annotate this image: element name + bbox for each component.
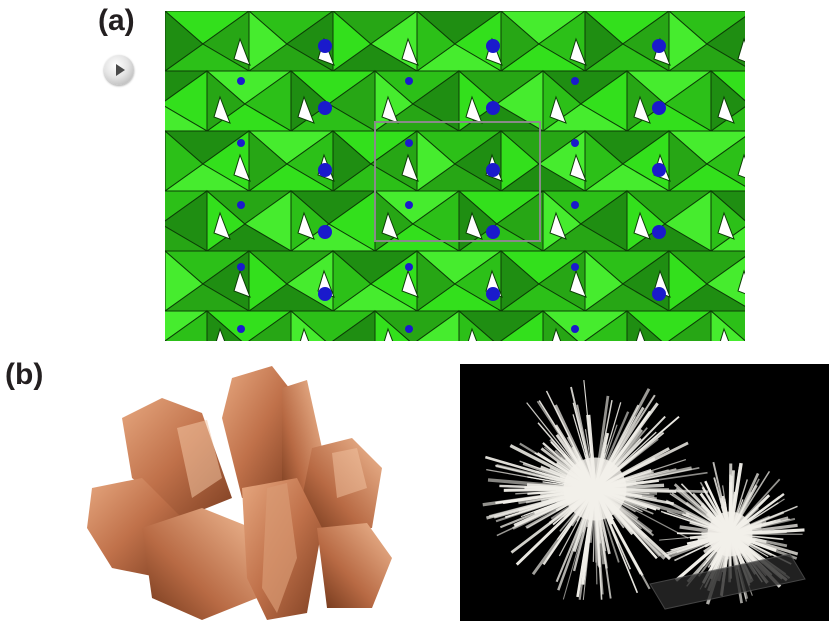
atom-marker (486, 39, 500, 53)
crystal-structure-render (165, 11, 745, 341)
atom-marker (571, 201, 579, 209)
atom-marker (318, 39, 332, 53)
atom-marker (652, 101, 666, 115)
atom-marker (237, 263, 245, 271)
play-button[interactable] (104, 55, 134, 85)
atom-marker (405, 139, 413, 147)
atom-marker (405, 77, 413, 85)
atom-marker (652, 39, 666, 53)
panel-a-label: (a) (98, 4, 135, 38)
atom-marker (237, 201, 245, 209)
atom-marker (405, 325, 413, 333)
atom-marker (571, 325, 579, 333)
atom-marker (652, 287, 666, 301)
atom-marker (237, 325, 245, 333)
atom-marker (405, 201, 413, 209)
atom-marker (571, 263, 579, 271)
atom-marker (405, 263, 413, 271)
atom-marker (571, 139, 579, 147)
atom-marker (486, 225, 500, 239)
atom-marker (318, 101, 332, 115)
atom-marker (486, 287, 500, 301)
atom-marker (237, 139, 245, 147)
atom-marker (571, 77, 579, 85)
needle-crystal-photo (460, 364, 829, 621)
polyhedra-lattice (165, 11, 745, 341)
atom-marker (318, 163, 332, 177)
atom-marker (652, 225, 666, 239)
play-icon (104, 55, 134, 85)
atom-marker (652, 163, 666, 177)
atom-marker (486, 101, 500, 115)
atom-marker (318, 225, 332, 239)
atom-marker (318, 287, 332, 301)
panel-b-label: (b) (5, 358, 43, 392)
aragonite-crystal-photo (82, 358, 415, 621)
atom-marker (237, 77, 245, 85)
atom-marker (486, 163, 500, 177)
